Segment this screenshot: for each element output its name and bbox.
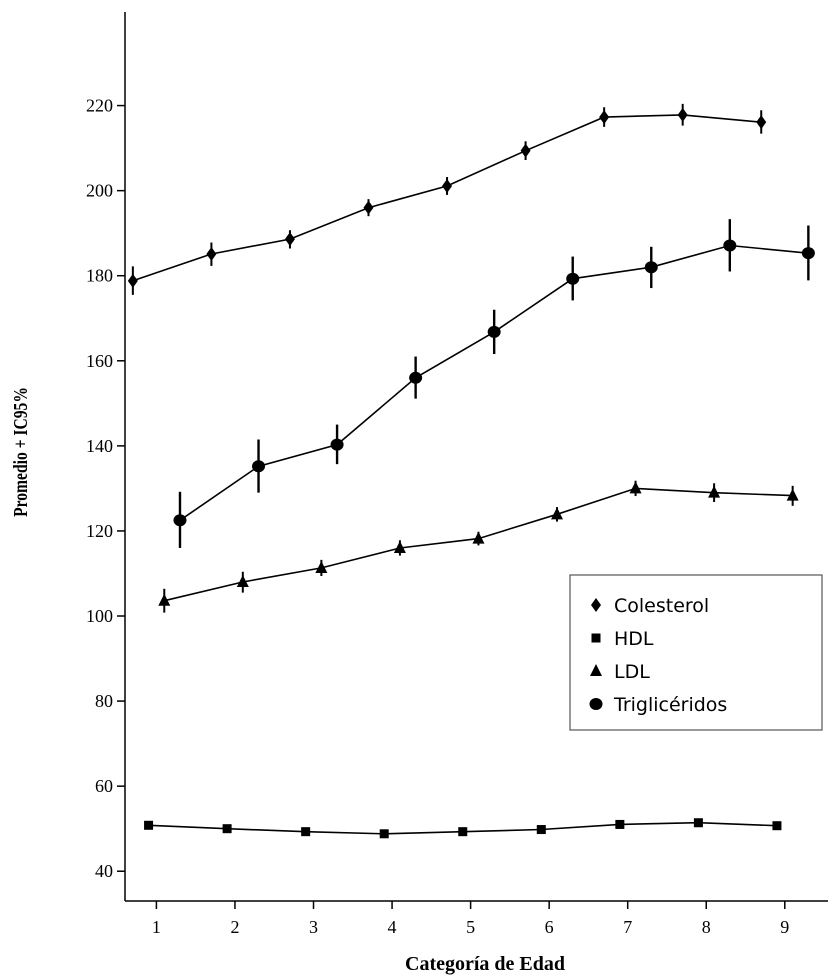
legend-label: Triglicéridos [613,694,727,716]
data-point [693,818,703,828]
x-tick-label: 4 [388,917,397,937]
data-point [144,820,154,830]
data-point [236,574,249,587]
series-layer [127,103,815,839]
x-ticks: 1 2 3 4 5 6 7 8 9 [152,901,789,937]
data-point [566,272,580,285]
data-point [363,200,374,215]
x-tick-label: 9 [780,917,789,937]
data-point [442,178,453,193]
data-point [284,232,295,247]
data-point [158,593,171,606]
series-trigliceridos [173,219,815,548]
data-point [599,110,610,125]
x-tick-label: 1 [152,917,161,937]
y-tick-label: 140 [86,436,113,456]
data-point [315,560,328,573]
data-point [409,371,423,384]
data-point [756,115,767,130]
y-tick-label: 180 [86,266,113,286]
legend-symbol-circle [589,698,603,710]
data-point [629,481,642,494]
data-point [708,485,721,498]
data-point [173,514,187,527]
data-point [458,827,468,837]
data-point [723,239,737,252]
y-tick-label: 60 [95,776,113,796]
x-tick-label: 7 [623,917,632,937]
data-point [379,829,389,839]
y-ticks: 40 60 80 100 120 140 160 180 200 220 [86,96,125,881]
legend-label: HDL [614,628,654,650]
legend: Colesterol HDL LDL Triglicéridos [569,574,823,731]
series-hdl [144,818,782,839]
x-tick-label: 3 [309,917,318,937]
data-point [487,325,501,338]
series-colesterol [127,103,767,295]
data-point [551,507,564,520]
series-line-colesterol [132,114,762,282]
data-point [801,247,815,260]
data-point [301,827,311,837]
series-ldl [158,480,799,613]
data-point [127,273,138,288]
data-point [393,540,406,553]
x-tick-label: 2 [230,917,239,937]
legend-symbol-diamond [591,598,601,612]
legend-symbol-square [591,633,601,643]
x-tick-label: 8 [702,917,711,937]
data-point [252,460,266,473]
chart-axes [124,12,828,902]
y-tick-label: 40 [95,861,113,881]
data-point [330,438,344,451]
x-axis-title: Categoría de Edad [405,953,565,975]
data-point [772,821,782,831]
y-tick-label: 120 [86,521,113,541]
series-line-trigliceridos [179,244,809,521]
y-tick-label: 160 [86,351,113,371]
legend-box [569,574,823,731]
y-tick-label: 80 [95,691,113,711]
data-point [520,143,531,158]
data-point [677,107,688,122]
data-point [786,488,799,501]
data-point [472,531,485,544]
y-axis-title: Promedio + IC95% [9,387,31,517]
y-tick-label: 100 [86,606,113,626]
data-point [206,247,217,262]
legend-label: Colesterol [614,595,709,617]
data-point [222,824,232,834]
y-tick-label: 220 [86,96,113,116]
data-point [644,261,658,274]
data-point [536,825,546,835]
legend-symbol-triangle [590,664,602,676]
y-tick-label: 200 [86,181,113,201]
x-tick-label: 5 [466,917,475,937]
x-tick-label: 6 [545,917,554,937]
legend-label: LDL [614,661,650,683]
data-point [615,819,625,829]
